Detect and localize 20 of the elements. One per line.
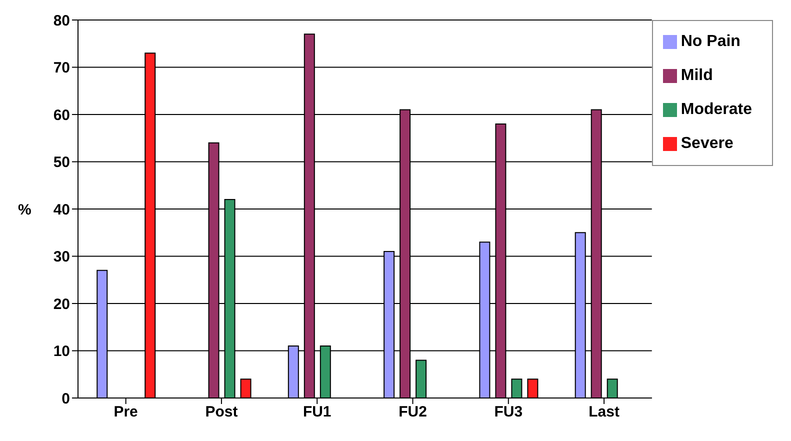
- x-tick-label: Post: [205, 404, 238, 421]
- y-tick-label: 30: [53, 248, 70, 266]
- y-tick-label: 40: [53, 201, 70, 218]
- legend-label: No Pain: [680, 33, 740, 50]
- y-tick-label: 20: [53, 296, 70, 313]
- y-axis-title: %: [18, 201, 32, 218]
- y-tick-label: 70: [53, 60, 70, 77]
- y-tick-label: 80: [53, 12, 70, 30]
- legend-label: Mild: [680, 67, 713, 84]
- legend-label: Severe: [680, 135, 734, 152]
- y-tick-label: 50: [53, 154, 70, 172]
- y-tick-label: 10: [53, 343, 70, 360]
- x-tick-label: FU2: [398, 404, 427, 421]
- y-tick-label: 0: [62, 390, 70, 408]
- x-tick-label: Pre: [114, 404, 138, 421]
- x-tick-label: Last: [588, 404, 620, 421]
- y-tick-label: 60: [53, 106, 70, 124]
- x-tick-label: FU3: [494, 404, 523, 421]
- x-tick-label: FU1: [302, 404, 332, 421]
- legend-label: Moderate: [680, 101, 752, 118]
